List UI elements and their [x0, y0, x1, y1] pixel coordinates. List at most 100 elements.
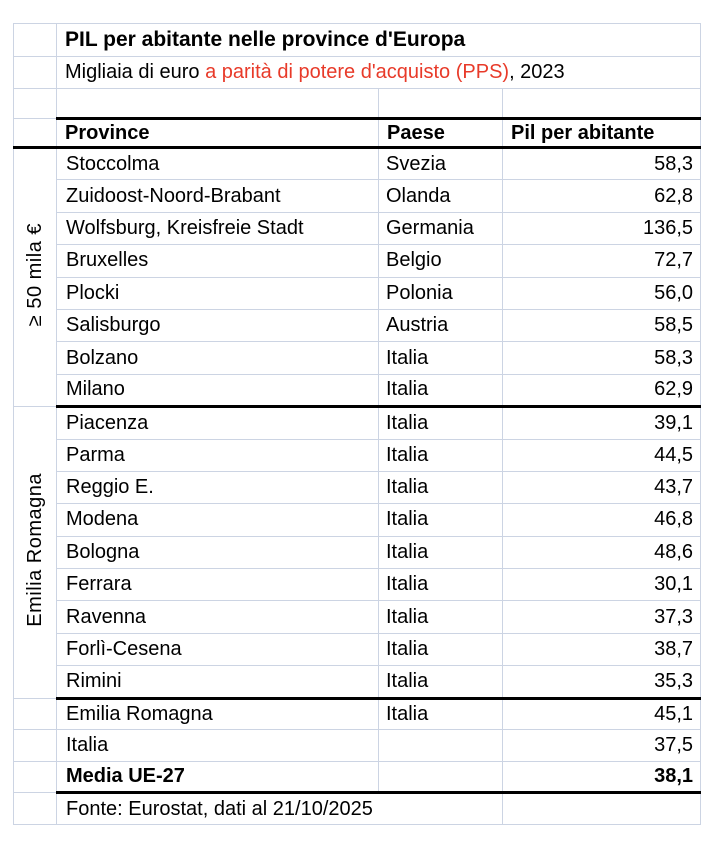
table-row: Rimini Italia 35,3 — [14, 665, 702, 700]
cell-value: 30,1 — [501, 568, 702, 602]
group-label-text: ≥ 50 mila € — [23, 222, 46, 327]
corner-cell — [13, 23, 57, 57]
corner-cell — [13, 56, 57, 89]
table-row: Wolfsburg, Kreisfreie Stadt Germania 136… — [14, 211, 702, 246]
cell-country: Svezia — [378, 146, 503, 181]
empty-cell — [56, 88, 379, 119]
source-note: Fonte: Eurostat, dati al 21/10/2025 — [56, 792, 503, 826]
group-label-emilia-romagna: Emilia Romagna — [13, 406, 57, 699]
cell-value: 62,9 — [501, 373, 702, 409]
page-title: PIL per abitante nelle province d'Europa — [55, 23, 702, 57]
cell-province: Ferrara — [56, 568, 379, 602]
column-header-value: Pil per abitante — [501, 117, 702, 149]
pil-table: PIL per abitante nelle province d'Europa… — [13, 23, 702, 826]
empty-cell — [501, 792, 702, 826]
empty-cell — [13, 792, 57, 826]
cell-country — [378, 729, 503, 762]
cell-province: Modena — [56, 503, 379, 537]
subtitle: Migliaia di euro a parità di potere d'ac… — [55, 56, 702, 89]
group-label-text: Emilia Romagna — [23, 472, 46, 627]
column-header-paese: Paese — [378, 117, 503, 149]
subtitle-part3: , 2023 — [509, 61, 565, 83]
cell-value: 136,5 — [501, 211, 702, 246]
cell-value: 43,7 — [501, 470, 702, 505]
cell-country: Italia — [378, 632, 503, 667]
cell-value: 58,3 — [501, 146, 702, 181]
empty-cell — [13, 760, 57, 794]
cell-country: Italia — [378, 470, 503, 505]
cell-province: Ravenna — [56, 600, 379, 634]
cell-country: Germania — [378, 211, 503, 246]
cell-country: Italia — [378, 600, 503, 634]
table-row: Forlì-Cesena Italia 38,7 — [14, 632, 702, 667]
cell-value: 35,3 — [501, 665, 702, 700]
cell-country: Italia — [378, 373, 503, 409]
cell-value: 38,1 — [501, 760, 702, 795]
cell-country — [378, 760, 503, 795]
cell-country: Belgio — [378, 244, 503, 278]
corner-cell — [13, 118, 57, 149]
cell-value: 58,3 — [501, 341, 702, 375]
table-row: Zuidoost-Noord-Brabant Olanda 62,8 — [14, 179, 702, 213]
subtitle-part1: Migliaia di euro — [65, 61, 206, 83]
empty-cell — [13, 729, 57, 762]
cell-country: Italia — [378, 568, 503, 602]
cell-province: Parma — [56, 438, 379, 472]
cell-province: Stoccolma — [56, 146, 379, 181]
cell-value: 58,5 — [501, 308, 702, 343]
cell-country: Polonia — [378, 276, 503, 310]
table-row: Emilia Romagna Italia 45,1 — [13, 697, 702, 731]
cell-province: Rimini — [56, 665, 379, 700]
cell-country: Olanda — [378, 179, 503, 213]
table-row: Reggio E. Italia 43,7 — [14, 470, 702, 505]
table-row: Milano Italia 62,9 — [14, 373, 702, 409]
cell-value: 62,8 — [501, 179, 702, 213]
cell-province: Wolfsburg, Kreisfreie Stadt — [56, 211, 379, 246]
cell-value: 38,7 — [501, 632, 702, 667]
table-row: Media UE-27 38,1 — [13, 760, 702, 795]
cell-province: Media UE-27 — [56, 760, 379, 795]
cell-value: 46,8 — [501, 503, 702, 537]
cell-value: 39,1 — [501, 406, 702, 440]
cell-province: Reggio E. — [56, 470, 379, 505]
cell-province: Plocki — [56, 276, 379, 310]
cell-province: Bruxelles — [56, 244, 379, 278]
cell-value: 44,5 — [501, 438, 702, 472]
table-row: ≥ 50 mila € Stoccolma Svezia 58,3 — [13, 146, 702, 408]
cell-country: Italia — [378, 503, 503, 537]
group-label-over-50k: ≥ 50 mila € — [13, 146, 57, 408]
table-row: Fonte: Eurostat, dati al 21/10/2025 — [13, 792, 702, 826]
cell-province: Zuidoost-Noord-Brabant — [56, 179, 379, 213]
cell-province: Forlì-Cesena — [56, 632, 379, 667]
table-row: Ferrara Italia 30,1 — [14, 568, 702, 602]
cell-province: Italia — [56, 729, 379, 762]
table-row: Bruxelles Belgio 72,7 — [14, 244, 702, 278]
cell-value: 72,7 — [501, 244, 702, 278]
table-row: Modena Italia 46,8 — [14, 503, 702, 537]
cell-value: 56,0 — [501, 276, 702, 310]
empty-cell — [378, 88, 503, 119]
cell-country: Italia — [378, 697, 503, 731]
cell-province: Bologna — [56, 535, 379, 570]
cell-value: 45,1 — [501, 697, 702, 731]
table-row: Emilia Romagna Piacenza Italia 39,1 — [13, 406, 702, 699]
cell-province: Piacenza — [56, 406, 379, 440]
cell-value: 37,3 — [501, 600, 702, 634]
cell-value: 37,5 — [501, 729, 702, 762]
empty-cell — [13, 697, 57, 731]
cell-country: Italia — [378, 438, 503, 472]
table-row: Parma Italia 44,5 — [14, 438, 702, 472]
table-row: Bologna Italia 48,6 — [14, 535, 702, 570]
cell-country: Italia — [378, 406, 503, 440]
table-row: Salisburgo Austria 58,5 — [14, 308, 702, 343]
subtitle-highlight: a parità di potere d'acquisto (PPS) — [205, 61, 510, 83]
cell-province: Salisburgo — [56, 308, 379, 343]
table-row: Italia 37,5 — [13, 729, 702, 762]
cell-country: Italia — [378, 535, 503, 570]
empty-cell — [501, 88, 702, 119]
table-row: Bolzano Italia 58,3 — [14, 341, 702, 375]
table-row: Plocki Polonia 56,0 — [14, 276, 702, 310]
cell-province: Milano — [56, 373, 379, 409]
cell-province: Bolzano — [56, 341, 379, 375]
